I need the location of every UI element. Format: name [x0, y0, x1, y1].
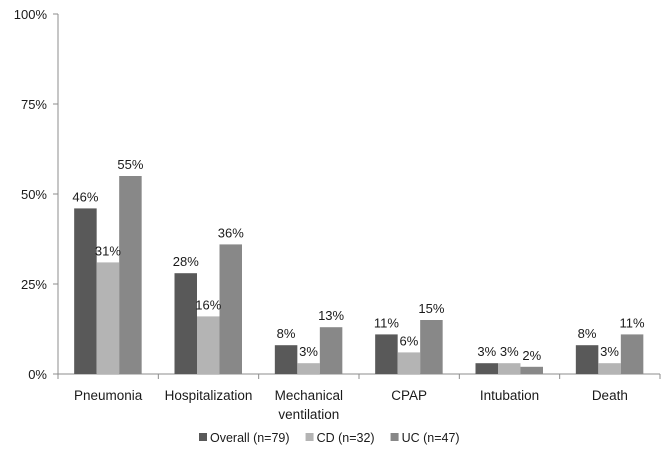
bar: [575, 345, 599, 374]
bar: [397, 352, 421, 374]
y-tick-label: 25%: [21, 277, 47, 292]
data-label: 28%: [173, 254, 199, 269]
bar: [620, 334, 644, 374]
data-label: 3%: [299, 344, 318, 359]
data-label: 3%: [477, 344, 496, 359]
x-category-label: CPAP: [391, 388, 427, 403]
data-label: 16%: [195, 297, 221, 312]
bar: [219, 244, 242, 374]
legend-label: CD (n=32): [317, 431, 375, 445]
data-label: 13%: [318, 308, 344, 323]
data-label: 8%: [578, 326, 597, 341]
data-label: 36%: [218, 225, 244, 240]
bar: [520, 366, 543, 374]
legend-item: Overall (n=79): [199, 431, 290, 445]
legend: Overall (n=79) CD (n=32) UC (n=47): [199, 431, 460, 445]
data-label: 46%: [72, 189, 98, 204]
y-axis: 0% 25% 50% 75% 100%: [14, 7, 59, 382]
legend-label: UC (n=47): [402, 431, 460, 445]
bar: [475, 363, 498, 374]
x-axis: Pneumonia Hospitalization Mechanical ventil…: [57, 373, 661, 422]
bar: [119, 176, 142, 374]
data-label: 15%: [418, 301, 444, 316]
legend-item: UC (n=47): [390, 431, 460, 445]
y-tick-label: 75%: [21, 97, 47, 112]
bar: [274, 345, 298, 374]
data-label: 11%: [374, 315, 399, 330]
legend-swatch: [199, 433, 207, 441]
bar: [96, 262, 120, 374]
bar: [197, 316, 220, 374]
bars: [74, 176, 644, 374]
data-label: 11%: [620, 315, 645, 330]
data-label: 8%: [277, 326, 296, 341]
x-category-label: Hospitalization: [165, 388, 253, 403]
data-label: 55%: [117, 157, 143, 172]
x-category-label: Intubation: [480, 388, 539, 403]
x-category-label: Pneumonia: [74, 388, 143, 403]
y-tick-label: 100%: [14, 7, 48, 22]
x-category-label: Death: [592, 388, 628, 403]
legend-item: CD (n=32): [305, 431, 375, 445]
data-label: 6%: [400, 333, 419, 348]
legend-label: Overall (n=79): [210, 431, 290, 445]
bar: [297, 363, 320, 374]
data-label: 2%: [522, 348, 541, 363]
bar: [74, 208, 97, 374]
data-labels: 46%28%8%11%3%8%31%16%3%6%3% 3%55%36%13% 15…: [72, 157, 645, 363]
bar: [319, 327, 343, 374]
y-tick-label: 0%: [28, 367, 47, 382]
bar: [375, 334, 398, 374]
bar: [598, 363, 621, 374]
bar: [498, 363, 521, 374]
data-label: 3%: [500, 344, 519, 359]
data-label: 31%: [95, 243, 121, 258]
x-category-label: Mechanical ventilation: [275, 388, 343, 422]
bar: [174, 273, 197, 374]
bar: [420, 320, 443, 374]
legend-swatch: [305, 433, 314, 441]
legend-swatch: [390, 433, 399, 441]
y-tick-label: 50%: [21, 187, 47, 202]
data-label: 3%: [600, 344, 619, 359]
